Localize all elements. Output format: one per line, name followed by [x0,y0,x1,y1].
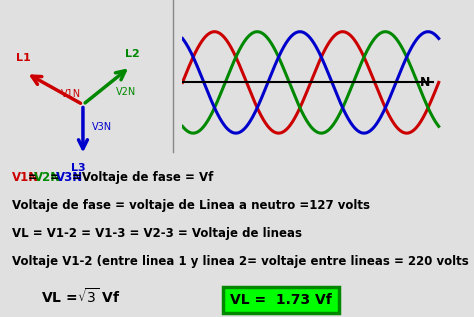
Text: =: = [50,171,60,184]
Text: V2N: V2N [116,87,137,98]
Text: =: = [28,171,38,184]
Text: V2N: V2N [34,171,61,184]
Text: V1N: V1N [61,89,81,99]
Text: VL =  1.73 Vf: VL = 1.73 Vf [230,293,332,307]
Text: =Voltaje de fase = Vf: =Voltaje de fase = Vf [72,171,213,184]
Text: V1N: V1N [12,171,39,184]
Text: V3N: V3N [55,171,82,184]
Text: L3: L3 [71,163,85,173]
Text: N: N [420,76,430,89]
Text: VL =$\sqrt{3}$ Vf: VL =$\sqrt{3}$ Vf [41,287,120,306]
Text: L2: L2 [125,49,140,59]
Text: L1: L1 [16,53,31,63]
Text: V3N: V3N [91,122,111,133]
Text: Voltaje V1-2 (entre linea 1 y linea 2= voltaje entre lineas = 220 volts: Voltaje V1-2 (entre linea 1 y linea 2= v… [12,255,469,268]
Text: VL = V1-2 = V1-3 = V2-3 = Voltaje de lineas: VL = V1-2 = V1-3 = V2-3 = Voltaje de lin… [12,227,302,240]
Bar [223,287,339,313]
Text: Voltaje de fase = voltaje de Linea a neutro =127 volts: Voltaje de fase = voltaje de Linea a neu… [12,199,370,212]
